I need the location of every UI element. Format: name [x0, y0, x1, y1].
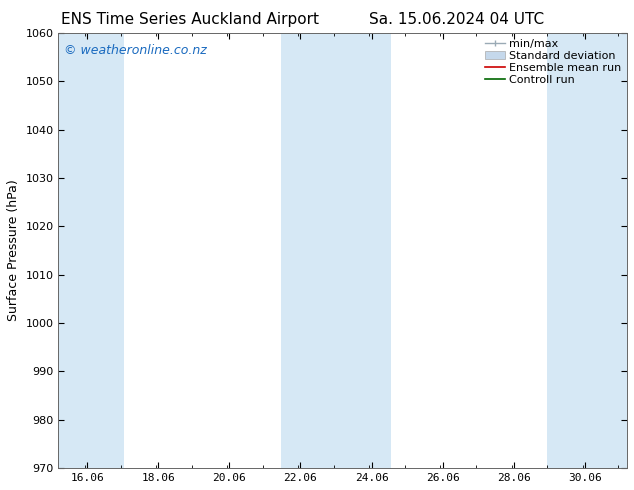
Bar	[58, 33, 124, 468]
Bar	[281, 33, 391, 468]
Text: ENS Time Series Auckland Airport: ENS Time Series Auckland Airport	[61, 12, 319, 27]
Text: Sa. 15.06.2024 04 UTC: Sa. 15.06.2024 04 UTC	[369, 12, 544, 27]
Legend: min/max, Standard deviation, Ensemble mean run, Controll run: min/max, Standard deviation, Ensemble me…	[482, 36, 624, 87]
Y-axis label: Surface Pressure (hPa): Surface Pressure (hPa)	[7, 180, 20, 321]
Bar	[547, 33, 627, 468]
Text: © weatheronline.co.nz: © weatheronline.co.nz	[64, 44, 207, 57]
